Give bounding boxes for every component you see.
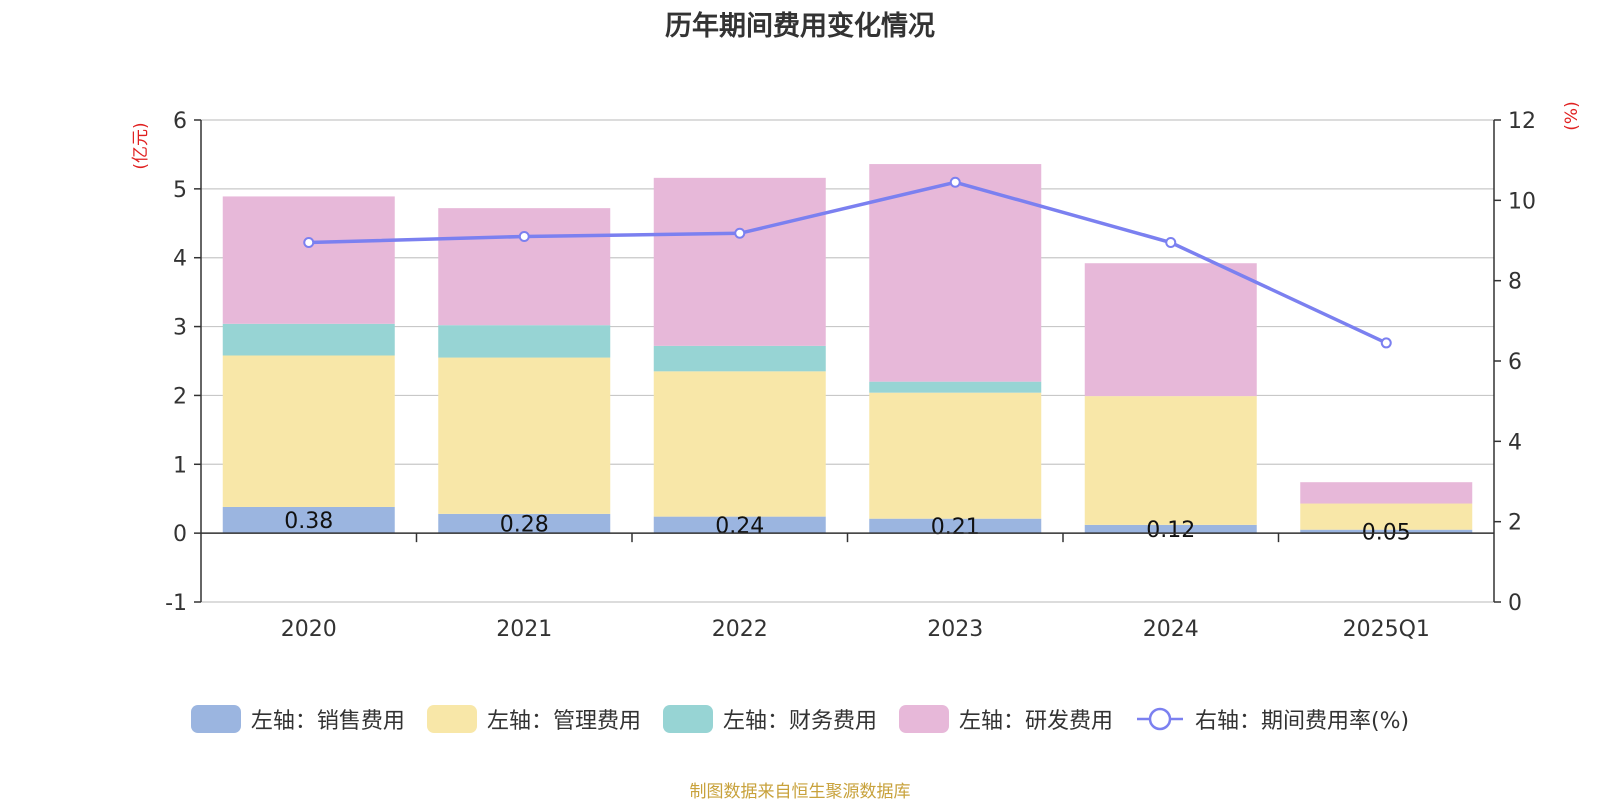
legend-label: 右轴：期间费用率(%) — [1194, 709, 1410, 734]
left-tick-label: 3 — [173, 316, 187, 341]
bar-segment-s1-2024 — [1084, 396, 1257, 525]
data-label: 0.24 — [715, 514, 764, 539]
bar-segment-s2-2021 — [438, 325, 611, 358]
rate-point-2020 — [303, 237, 315, 249]
rate-point-2024 — [1165, 237, 1177, 249]
legend-swatch — [898, 705, 949, 733]
left-tick-label: 6 — [173, 109, 187, 134]
bar-segment-s3-2025Q1 — [1300, 482, 1473, 504]
legend-line-marker-icon — [1136, 707, 1183, 731]
bar-segment-s2-2020 — [222, 323, 395, 356]
bar-segment-s0-2025Q1 — [1300, 529, 1473, 534]
legend-label: 左轴：研发费用 — [958, 709, 1113, 734]
right-tick-label: 2 — [1508, 511, 1522, 536]
data-label: 0.12 — [1146, 518, 1195, 543]
category-label: 2020 — [281, 617, 337, 642]
right-tick-label: 12 — [1508, 109, 1536, 134]
legend-swatch — [190, 705, 241, 733]
legend-label: 左轴：销售费用 — [250, 709, 405, 734]
bar-segment-s0-2024 — [1084, 524, 1257, 534]
category-label: 2024 — [1143, 617, 1199, 642]
category-label: 2023 — [927, 617, 983, 642]
legend-item[interactable]: 左轴：管理费用 — [426, 703, 641, 735]
bar-segment-s2-2022 — [653, 345, 826, 372]
legend-swatch — [662, 705, 713, 733]
legend-item[interactable]: 左轴：研发费用 — [898, 703, 1113, 735]
gridlines — [201, 119, 1494, 603]
left-tick-label: 4 — [173, 247, 187, 272]
right-tick-label: 8 — [1508, 270, 1522, 295]
bar-segment-s3-2022 — [653, 177, 826, 346]
rate-point-2025Q1 — [1380, 337, 1392, 349]
bar-segment-s1-2023 — [869, 392, 1042, 519]
data-label: 0.21 — [931, 515, 980, 540]
right-tick-label: 0 — [1508, 591, 1522, 616]
bar-segment-s0-2020 — [222, 506, 395, 534]
category-label: 2022 — [712, 617, 768, 642]
legend: 左轴：销售费用 左轴：管理费用 左轴：财务费用 左轴：研发费用 右轴：期间费用率(%) — [0, 703, 1600, 735]
bar-segment-s3-2024 — [1084, 263, 1257, 397]
right-tick-label: 6 — [1508, 350, 1522, 375]
legend-label: 左轴：管理费用 — [486, 709, 641, 734]
source-note: 制图数据来自恒生聚源数据库 — [689, 782, 911, 802]
bar-series — [222, 164, 1473, 534]
rate-point-2023 — [949, 176, 961, 188]
left-tick-label: 5 — [173, 178, 187, 203]
data-label: 0.38 — [284, 509, 333, 534]
bar-segment-s1-2025Q1 — [1300, 503, 1473, 530]
left-tick-label: 1 — [173, 453, 187, 478]
rate-point-2022 — [734, 227, 746, 239]
bar-segment-s3-2023 — [869, 164, 1042, 382]
category-label: 2021 — [496, 617, 552, 642]
category-label: 2025Q1 — [1343, 617, 1430, 642]
right-tick-label: 10 — [1508, 189, 1536, 214]
bar-segment-s0-2021 — [438, 513, 611, 534]
left-tick-label: 0 — [173, 522, 187, 547]
rate-line — [308, 180, 1387, 345]
legend-item[interactable]: 左轴：销售费用 — [190, 703, 405, 735]
rate-line-series — [303, 176, 1392, 349]
bar-segment-s0-2022 — [653, 516, 826, 534]
left-axis-unit: (亿元) — [131, 122, 151, 169]
bar-segment-s0-2023 — [869, 518, 1042, 534]
left-tick-label: -1 — [165, 591, 187, 616]
bar-segment-s3-2020 — [222, 196, 395, 324]
right-axis-unit: (%) — [1562, 101, 1582, 130]
bar-segment-s3-2021 — [438, 208, 611, 326]
right-tick-label: 4 — [1508, 430, 1522, 455]
left-tick-label: 2 — [173, 384, 187, 409]
bar-segment-s1-2021 — [438, 357, 611, 514]
bar-segment-s1-2020 — [222, 355, 395, 507]
bar-segment-s1-2022 — [653, 371, 826, 517]
legend-item[interactable]: 右轴：期间费用率(%) — [1135, 703, 1409, 735]
legend-item[interactable]: 左轴：财务费用 — [662, 703, 877, 735]
chart-title: 历年期间费用变化情况 — [665, 11, 935, 42]
legend-label: 左轴：财务费用 — [722, 709, 877, 734]
bar-segment-s2-2023 — [869, 381, 1042, 393]
legend-swatch — [426, 705, 477, 733]
rate-point-2021 — [518, 230, 530, 242]
